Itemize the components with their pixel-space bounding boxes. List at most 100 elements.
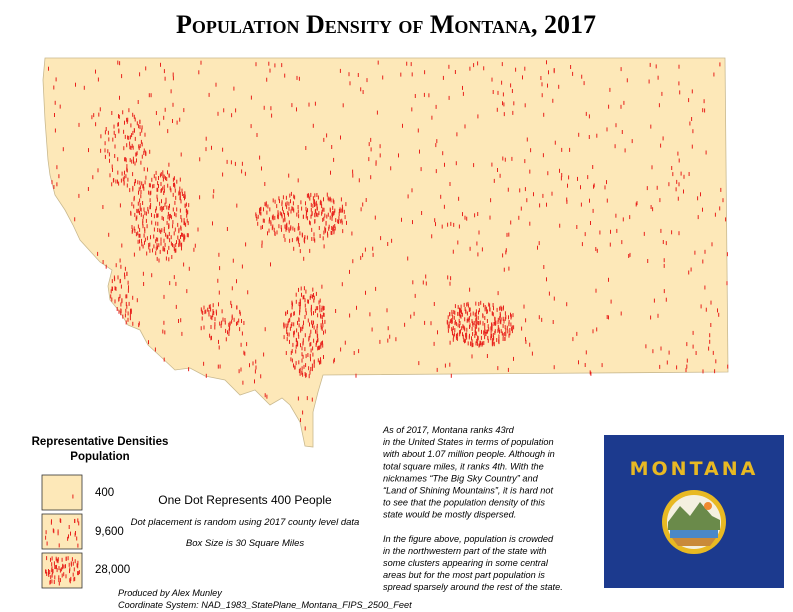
dot — [218, 302, 219, 307]
dot — [132, 130, 134, 135]
dot — [478, 308, 480, 313]
dot — [511, 325, 513, 330]
dot — [133, 204, 135, 209]
dot — [137, 180, 139, 185]
dot — [55, 77, 57, 82]
dot — [131, 225, 133, 229]
dot — [110, 294, 112, 299]
dot — [588, 135, 590, 139]
dot — [316, 340, 317, 345]
dot — [466, 318, 468, 323]
dot — [324, 319, 326, 324]
dot — [338, 209, 340, 213]
dot — [210, 307, 212, 312]
dot — [273, 227, 275, 232]
dot — [108, 137, 110, 142]
dot — [448, 324, 450, 329]
dot — [470, 312, 472, 317]
dot — [466, 327, 468, 332]
dot — [112, 168, 113, 172]
dot — [266, 77, 268, 82]
dot — [475, 321, 477, 326]
dot — [163, 206, 165, 210]
dot — [313, 325, 315, 330]
dot — [285, 195, 287, 200]
dot — [168, 205, 170, 210]
dot — [704, 249, 706, 254]
dot — [358, 349, 360, 354]
dot — [141, 181, 143, 186]
dot — [499, 319, 501, 324]
dot — [178, 190, 180, 195]
dot — [307, 208, 308, 213]
dot — [671, 230, 673, 235]
dot — [122, 177, 124, 182]
dot — [143, 282, 145, 286]
dot — [360, 255, 362, 260]
dot — [121, 74, 123, 79]
dot — [218, 339, 219, 344]
dot — [107, 149, 109, 154]
dot — [500, 317, 502, 322]
dot — [293, 333, 295, 338]
dot — [213, 311, 215, 315]
dot — [643, 231, 645, 236]
dot — [145, 218, 147, 223]
dot — [468, 318, 470, 323]
description-line: spread sparsely around the rest of the s… — [383, 582, 563, 592]
dot — [202, 310, 204, 315]
dot — [230, 160, 232, 165]
dot — [486, 329, 488, 334]
dot — [646, 186, 648, 191]
box-size-note: Box Size is 30 Square Miles — [186, 538, 305, 549]
dot — [283, 234, 285, 238]
dot — [508, 320, 510, 324]
dot — [50, 557, 51, 562]
dot — [72, 561, 74, 566]
dot — [494, 329, 496, 334]
dot — [65, 574, 67, 579]
dot — [257, 214, 259, 219]
dot — [212, 194, 214, 199]
dot — [168, 162, 170, 167]
author: Produced by Alex Munley — [118, 588, 223, 598]
dot — [719, 206, 721, 211]
dot — [180, 199, 182, 204]
dot — [468, 335, 470, 340]
dot — [298, 360, 300, 365]
dot — [117, 157, 119, 162]
dot — [125, 174, 127, 179]
dot — [375, 286, 377, 291]
dot — [320, 314, 322, 319]
dot — [324, 213, 326, 218]
dot — [659, 198, 661, 203]
dot — [694, 250, 696, 255]
dot — [327, 196, 329, 201]
montana-outline — [42, 57, 729, 448]
dot — [608, 315, 609, 320]
dot — [351, 231, 353, 236]
dot — [150, 190, 152, 195]
dot — [170, 188, 172, 193]
dot — [288, 228, 290, 233]
dot — [144, 132, 146, 137]
dot — [126, 168, 128, 173]
dot — [458, 311, 460, 316]
dot — [284, 217, 286, 222]
dot — [45, 535, 47, 540]
dot — [164, 107, 166, 112]
dot — [226, 159, 228, 164]
dot — [402, 123, 403, 128]
dot — [111, 297, 113, 302]
dot — [329, 215, 331, 220]
dot — [478, 302, 480, 306]
dot — [281, 212, 282, 217]
dot — [179, 117, 181, 122]
dot — [168, 216, 170, 221]
dot — [120, 264, 122, 269]
dot — [678, 182, 680, 187]
dot — [298, 369, 300, 373]
dot — [502, 156, 504, 161]
dot — [139, 185, 141, 190]
dot — [475, 309, 477, 314]
